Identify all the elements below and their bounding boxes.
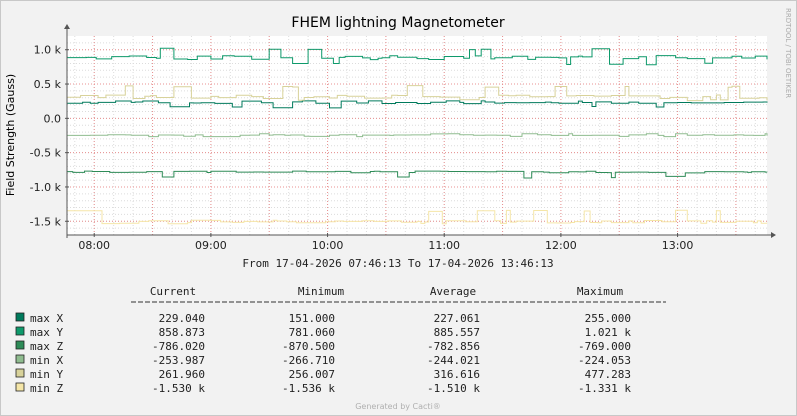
series-line-min-X [67, 133, 768, 138]
legend-value-current: -253.987 [152, 354, 205, 367]
x-tick-label: 11:00 [428, 239, 460, 252]
legend-header: Minimum [298, 285, 345, 298]
legend-series-name: min X [30, 354, 63, 367]
legend-value-average: 316.616 [434, 368, 480, 381]
legend-value-maximum: -1.331 k [578, 382, 631, 395]
legend-value-current: 261.960 [159, 368, 205, 381]
legend-series-name: max Y [30, 326, 63, 339]
chart-watermark: RRDTOOL / TOBI OETIKER [784, 8, 792, 98]
axes [64, 24, 776, 238]
x-tick-label: 13:00 [662, 239, 694, 252]
y-tick-label: 1.0 k [34, 44, 62, 57]
legend-value-minimum: -870.500 [282, 340, 335, 353]
legend-header: Current [150, 285, 196, 298]
legend-swatch [15, 326, 25, 336]
legend-header: Average [430, 285, 476, 298]
legend-swatch [15, 340, 25, 350]
date-range: From 17-04-2026 07:46:13 To 17-04-2026 1… [242, 257, 553, 270]
legend-series-name: max Z [30, 340, 63, 353]
x-tick-label: 08:00 [78, 239, 110, 252]
x-tick-label: 12:00 [545, 239, 577, 252]
footer-text: Generated by Cacti® [355, 402, 441, 411]
legend-series-name: min Y [30, 368, 63, 381]
series-lines [67, 47, 768, 225]
legend-value-maximum: -769.000 [578, 340, 631, 353]
series-line-max-Y [67, 47, 768, 66]
x-axis-arrow [771, 232, 776, 238]
legend-table: Current Minimum Average Maximum max X 229.040… [15, 285, 666, 395]
legend-swatch [15, 368, 25, 378]
legend-value-minimum: 256.007 [289, 368, 335, 381]
legend-value-minimum: -266.710 [282, 354, 335, 367]
legend-value-average: -782.856 [427, 340, 480, 353]
legend-value-maximum: 477.283 [585, 368, 631, 381]
legend-swatch [15, 382, 25, 392]
series-line-max-X [67, 100, 768, 109]
legend-value-current: -1.530 k [152, 382, 205, 395]
legend-swatch [15, 312, 25, 322]
y-axis-label: Field Strength (Gauss) [4, 74, 17, 196]
y-tick-label: -1.5 k [30, 215, 62, 228]
y-tick-label: -1.0 k [30, 181, 62, 194]
legend-series-name: max X [30, 312, 63, 325]
x-tick-labels: 08:00 09:00 10:00 11:00 12:00 13:00 [78, 233, 693, 252]
legend-value-minimum: 151.000 [289, 312, 335, 325]
legend-value-average: 885.557 [434, 326, 480, 339]
series-line-min-Y [67, 85, 768, 102]
legend-value-average: -244.021 [427, 354, 480, 367]
legend-header: Maximum [577, 285, 624, 298]
y-axis-arrow [64, 24, 70, 29]
legend-value-current: -786.020 [152, 340, 205, 353]
x-tick-label: 10:00 [312, 239, 344, 252]
y-tick-label: 0.5 k [34, 78, 62, 91]
legend-value-maximum: 1.021 k [585, 326, 632, 339]
series-line-min-Z [67, 209, 768, 225]
legend-value-maximum: 255.000 [585, 312, 631, 325]
x-tick-label: 09:00 [195, 239, 227, 252]
legend-swatch [15, 354, 25, 364]
legend-value-minimum: -1.536 k [282, 382, 335, 395]
legend-value-current: 229.040 [159, 312, 205, 325]
y-tick-label: -0.5 k [30, 147, 62, 160]
series-line-max-Z [67, 170, 768, 179]
legend-value-maximum: -224.053 [578, 354, 631, 367]
chart-title: FHEM lightning Magnetometer [291, 15, 504, 31]
y-tick-labels: 1.0 k 0.5 k 0.0 -0.5 k -1.0 k -1.5 k [30, 44, 69, 228]
legend-value-minimum: 781.060 [289, 326, 335, 339]
y-tick-label: 0.0 [44, 112, 62, 125]
legend-value-average: 227.061 [434, 312, 480, 325]
legend-value-current: 858.873 [159, 326, 205, 339]
legend-value-average: -1.510 k [427, 382, 480, 395]
legend-series-name: min Z [30, 382, 63, 395]
